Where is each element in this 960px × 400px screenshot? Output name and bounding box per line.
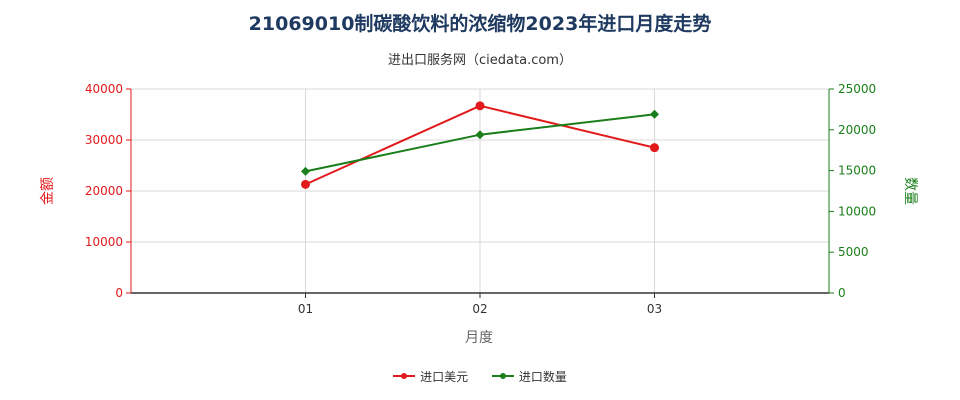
tick-label-left: 20000 bbox=[85, 184, 123, 198]
tick-label-right: 0 bbox=[838, 286, 846, 300]
x-axis-label: 月度 bbox=[465, 330, 493, 346]
tick-label-right: 10000 bbox=[838, 204, 876, 218]
tick-label-x: 03 bbox=[647, 302, 662, 316]
tick-label-left: 30000 bbox=[85, 133, 123, 147]
chart-title: 21069010制碳酸饮料的浓缩物2023年进口月度走势 bbox=[248, 13, 712, 35]
tick-label-right: 5000 bbox=[838, 245, 869, 259]
data-point-usd bbox=[475, 101, 485, 111]
axes bbox=[126, 88, 834, 298]
data-point-qty bbox=[301, 166, 310, 176]
tick-label-x: 02 bbox=[472, 302, 487, 316]
legend-item-qty[interactable]: 进口数量 bbox=[491, 368, 567, 385]
tick-label-right: 20000 bbox=[838, 123, 876, 137]
y-axis-label-left: 金额 bbox=[40, 177, 56, 205]
data-point-usd bbox=[301, 179, 310, 189]
legend-swatch-qty bbox=[491, 373, 514, 379]
y-axis-label-right: 数量 bbox=[902, 177, 918, 205]
tick-label-left: 10000 bbox=[85, 235, 123, 249]
legend-item-usd[interactable]: 进口美元 bbox=[393, 368, 468, 385]
legend-label-qty: 进口数量 bbox=[518, 369, 567, 384]
tick-label-left: 40000 bbox=[85, 82, 123, 96]
series-layer bbox=[301, 101, 659, 189]
data-point-usd bbox=[650, 143, 659, 153]
tick-label-right: 15000 bbox=[838, 164, 876, 178]
tick-label-right: 25000 bbox=[838, 82, 876, 96]
data-point-qty bbox=[475, 130, 485, 140]
legend: 进口美元 进口数量 bbox=[0, 366, 960, 385]
legend-label-usd: 进口美元 bbox=[420, 369, 469, 384]
grid-lines bbox=[131, 88, 829, 293]
legend-swatch-usd bbox=[393, 373, 416, 379]
data-point-qty bbox=[650, 109, 659, 119]
chart-subtitle: 进出口服务网（ciedata.com） bbox=[388, 53, 572, 68]
tick-labels: 0 10000 20000 30000 40000 01 02 03 0 5000 10000 150… bbox=[85, 82, 876, 316]
tick-label-left: 0 bbox=[115, 286, 123, 300]
tick-label-x: 01 bbox=[298, 302, 313, 316]
